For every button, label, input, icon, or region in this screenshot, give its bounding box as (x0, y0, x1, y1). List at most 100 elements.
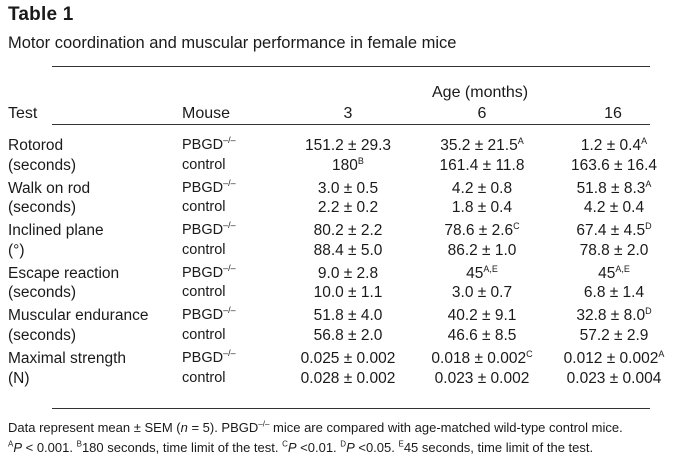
mouse-name: control (182, 241, 226, 258)
row-test-label: (°) (8, 241, 25, 259)
cell-footnote-mark: A (641, 135, 648, 146)
cell-footnote-mark: A,E (615, 263, 630, 274)
cell-footnote-mark: A (517, 135, 524, 146)
cell-value: 10.0 ± 1.1 (313, 284, 383, 302)
cell-age-3: 56.8 ± 2.0 (270, 327, 426, 345)
cell-age-3: 88.4 ± 5.0 (270, 242, 426, 260)
cell-age-6: 46.6 ± 8.5 (404, 327, 560, 345)
footnote-mark: B (76, 439, 82, 449)
footnote-text-a: Data represent mean ± SEM ( (8, 420, 181, 435)
cell-value: 6.8 ± 1.4 (583, 284, 645, 302)
cell-age-16: 67.4 ± 4.5D (536, 222, 692, 240)
table-row: Walk on rod PBGD–/– 3.0 ± 0.5 4.2 ± 0.8 51.8… (0, 178, 700, 202)
cell-value: 40.2 ± 9.1 (447, 307, 517, 325)
mouse-name: PBGD (182, 307, 224, 324)
cell-value: 1.8 ± 0.4 (451, 199, 513, 217)
footnote-note: CP <0.01. (282, 440, 340, 455)
cell-age-16: 163.6 ± 16.4 (536, 157, 692, 175)
cell-footnote-mark: C (526, 348, 533, 359)
footnote-note: AP < 0.001. (8, 440, 77, 455)
row-mouse-type: control (182, 242, 226, 258)
footnote-note: DP <0.05. (340, 440, 398, 455)
cell-value: 9.0 ± 2.8 (317, 264, 379, 282)
row-test-label: (seconds) (8, 284, 77, 302)
cell-value: 163.6 ± 16.4 (570, 156, 658, 174)
footnote-note: B180 seconds, time limit of the test. (77, 440, 283, 455)
cell-age-16: 45A,E (536, 263, 692, 283)
column-header-mouse: Mouse (182, 105, 231, 122)
cell-age-6: 1.8 ± 0.4 (404, 199, 560, 217)
footnote-text-c: mice are compared with age-matched wild-… (269, 420, 623, 435)
mouse-name: control (182, 327, 226, 343)
cell-age-6: 35.2 ± 21.5A (404, 135, 560, 155)
table-row: Maximal strength PBGD–/– 0.025 ± 0.002 0.01… (0, 348, 700, 372)
cell-value: 46.6 ± 8.5 (447, 327, 517, 344)
table-row: (seconds) control 2.2 ± 0.2 1.8 ± 0.4 4.2 ± … (0, 199, 700, 221)
table-label: Table 1 (8, 4, 74, 25)
cell-age-3: 80.2 ± 2.2 (270, 222, 426, 240)
row-test-label: Walk on rod (8, 179, 91, 197)
row-test-label: Maximal strength (8, 350, 127, 367)
cell-age-3: 10.0 ± 1.1 (270, 284, 426, 302)
cell-value: 0.023 ± 0.002 (434, 369, 530, 387)
cell-value: 1.2 ± 0.4 (580, 137, 642, 154)
mouse-genotype-sup: –/– (223, 220, 236, 231)
cell-age-3: 3.0 ± 0.5 (270, 180, 426, 198)
cell-value: 88.4 ± 5.0 (313, 241, 383, 259)
row-test-label: (seconds) (8, 199, 77, 217)
table-row: Rotorod PBGD–/– 151.2 ± 29.3 35.2 ± 21.5A 1.… (0, 135, 700, 159)
cell-value: 51.8 ± 8.3 (576, 179, 646, 197)
cell-age-16: 6.8 ± 1.4 (536, 284, 692, 302)
cell-age-6: 161.4 ± 11.8 (404, 157, 560, 175)
row-mouse-type: PBGD–/– (182, 178, 236, 195)
row-test-label: (seconds) (8, 327, 77, 344)
cell-value: 86.2 ± 1.0 (447, 241, 517, 259)
cell-footnote-mark: C (513, 221, 520, 232)
cell-age-3: 0.028 ± 0.002 (270, 370, 426, 388)
column-header-16: 16 (604, 105, 622, 122)
cell-footnote-mark: D (645, 221, 652, 232)
cell-age-6: 86.2 ± 1.0 (404, 242, 560, 260)
cell-value: 78.8 ± 2.0 (579, 241, 649, 259)
table-row: (seconds) control 180B 161.4 ± 11.8 163.6 ± … (0, 156, 700, 179)
footnote-mark: C (282, 439, 288, 449)
footnote-note-text: < 0.001. (22, 440, 77, 455)
mouse-name: control (182, 156, 226, 173)
cell-age-3: 2.2 ± 0.2 (270, 199, 426, 217)
row-mouse-type: control (182, 327, 226, 343)
cell-age-16: 57.2 ± 2.9 (536, 327, 692, 345)
cell-value: 32.8 ± 8.0 (576, 307, 646, 325)
footnote-note-text: 180 seconds, time limit of the test. (81, 440, 283, 455)
mouse-genotype-sup: –/– (223, 305, 236, 316)
cell-footnote-mark: A,E (483, 263, 498, 274)
mouse-genotype-sup: –/– (223, 135, 236, 146)
table-row: (°) control 88.4 ± 5.0 86.2 ± 1.0 78.8 ± 2.0 (0, 242, 700, 264)
header-rule (52, 124, 650, 125)
cell-age-16: 4.2 ± 0.4 (536, 199, 692, 217)
column-header-6: 6 (477, 105, 487, 122)
cell-age-3: 180B (270, 156, 426, 175)
row-test-label: (seconds) (8, 156, 77, 174)
cell-value: 56.8 ± 2.0 (313, 327, 383, 344)
cell-value: 45 (466, 264, 484, 282)
cell-age-3: 51.8 ± 4.0 (270, 307, 426, 325)
row-mouse-type: control (182, 157, 226, 173)
row-mouse-type: PBGD–/– (182, 305, 236, 324)
cell-age-16: 1.2 ± 0.4A (536, 135, 692, 155)
cell-age-6: 3.0 ± 0.7 (404, 284, 560, 302)
table-row: Inclined plane PBGD–/– 80.2 ± 2.2 78.6 ± 2.… (0, 220, 700, 244)
table-row: Muscular endurance PBGD–/– 51.8 ± 4.0 40.2 … (0, 305, 700, 329)
cell-age-6: 45A,E (404, 263, 560, 283)
cell-value: 57.2 ± 2.9 (579, 327, 649, 344)
cell-footnote-mark: A (658, 348, 665, 359)
row-mouse-type: PBGD–/– (182, 135, 236, 153)
cell-age-6: 4.2 ± 0.8 (404, 180, 560, 198)
cell-value: 3.0 ± 0.5 (317, 179, 379, 197)
cell-age-6: 78.6 ± 2.6C (404, 222, 560, 240)
cell-value: 4.2 ± 0.4 (583, 199, 645, 217)
table-row: (seconds) control 10.0 ± 1.1 3.0 ± 0.7 6.8 ±… (0, 284, 700, 306)
top-rule (52, 66, 650, 67)
mouse-name: PBGD (182, 350, 224, 366)
row-test-label: Escape reaction (8, 264, 120, 282)
